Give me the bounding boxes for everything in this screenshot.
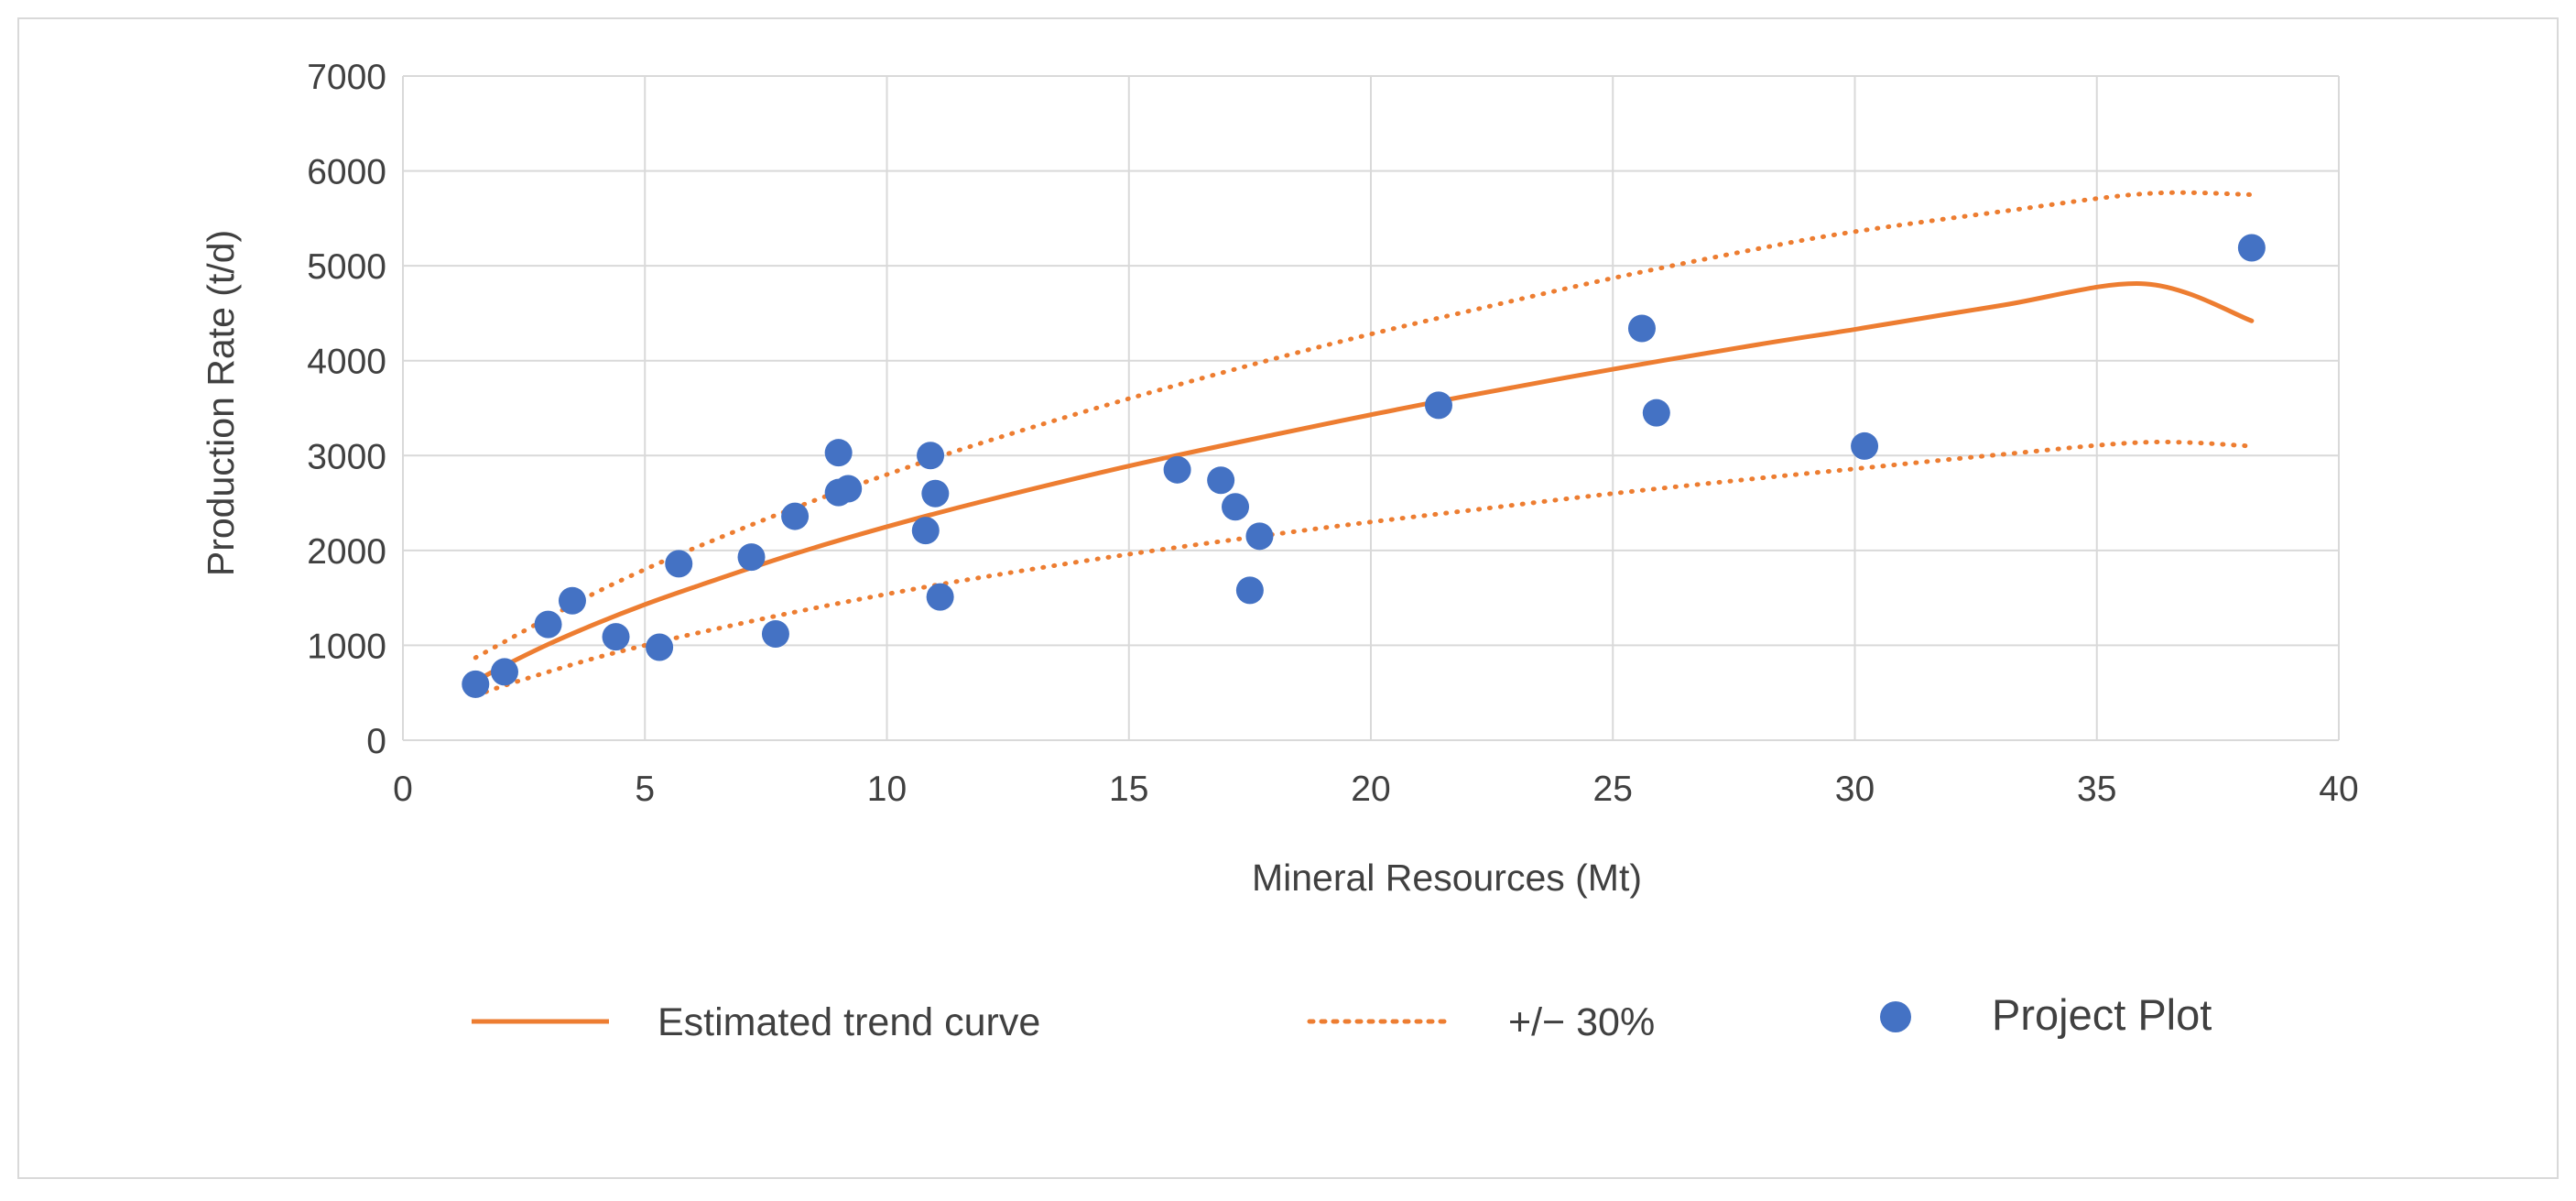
project-point <box>781 502 810 530</box>
project-point <box>602 623 630 651</box>
project-point <box>917 442 945 470</box>
project-point <box>1851 431 1879 460</box>
y-tick-label: 4000 <box>307 343 386 382</box>
project-point <box>1163 455 1191 484</box>
x-tick-label: 10 <box>867 770 907 809</box>
project-point <box>834 475 863 503</box>
y-tick-label: 6000 <box>307 153 386 192</box>
project-point <box>1207 466 1235 495</box>
project-point <box>1424 391 1452 420</box>
axes: 0 1000 2000 3000 4000 5000 6000 7000 0 5 10 15 20 25 3… <box>307 58 2358 809</box>
trend-curve-line <box>473 281 2255 684</box>
chart-frame <box>17 17 2559 1179</box>
legend-project-swatch <box>1880 1001 1911 1032</box>
project-point <box>1222 493 1250 521</box>
y-tick-label: 0 <box>366 722 386 761</box>
project-point <box>824 439 853 467</box>
project-point <box>921 479 950 508</box>
x-tick-label: 35 <box>2077 770 2116 809</box>
x-tick-label: 0 <box>393 770 413 809</box>
legend-range-label: +/− 30% <box>1508 1000 1655 1044</box>
project-point <box>737 543 766 572</box>
project-point <box>1642 399 1670 427</box>
x-tick-label: 25 <box>1593 770 1633 809</box>
project-point <box>534 610 562 639</box>
project-point <box>646 633 674 661</box>
project-point <box>490 658 518 686</box>
project-point <box>1627 314 1656 343</box>
x-tick-label: 30 <box>1835 770 1875 809</box>
project-point <box>761 620 789 648</box>
project-point <box>1245 522 1274 551</box>
x-axis-title: Mineral Resources (Mt) <box>1252 857 1642 899</box>
grid <box>402 75 2340 741</box>
x-tick-label: 5 <box>635 770 655 809</box>
y-axis-title: Production Rate (t/d) <box>200 230 242 576</box>
project-point <box>926 583 954 611</box>
y-tick-label: 3000 <box>307 437 386 476</box>
legend-project-label: Project Plot <box>1992 990 2212 1039</box>
x-tick-label: 20 <box>1351 770 1390 809</box>
project-point <box>665 550 693 578</box>
x-tick-label: 15 <box>1109 770 1148 809</box>
project-point <box>1235 576 1264 605</box>
project-point <box>462 670 490 698</box>
x-tick-label: 40 <box>2319 770 2358 809</box>
data-points <box>462 234 2266 698</box>
y-tick-label: 1000 <box>307 627 386 666</box>
project-point <box>558 586 586 615</box>
project-point <box>2237 234 2266 262</box>
y-tick-label: 2000 <box>307 532 386 572</box>
range-band-line <box>473 190 2255 661</box>
y-tick-label: 7000 <box>307 58 386 97</box>
legend-trend-label: Estimated trend curve <box>658 1000 1040 1044</box>
y-tick-label: 5000 <box>307 247 386 287</box>
legend: Estimated trend curve +/− 30% Project Pl… <box>472 990 2212 1044</box>
project-point <box>911 517 940 545</box>
